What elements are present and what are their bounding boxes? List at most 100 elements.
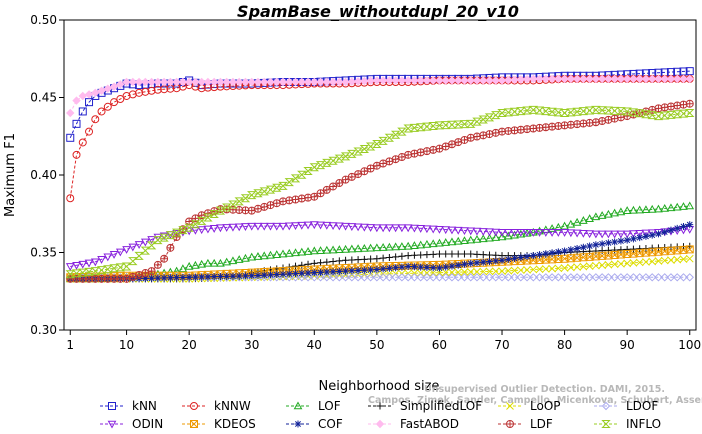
data-point <box>397 273 407 282</box>
legend: kNN kNNW LOF SimplifiedLOF LoOP LDOF ODIN KDEOS… <box>100 399 661 431</box>
data-point <box>661 228 669 236</box>
series-knnw <box>66 74 694 203</box>
data-point <box>573 244 581 252</box>
data-point <box>641 110 651 119</box>
legend-label: LDOF <box>626 399 658 413</box>
data-point <box>372 76 382 85</box>
data-point <box>673 224 681 232</box>
data-point <box>467 250 475 258</box>
data-point <box>160 274 168 282</box>
data-point <box>410 224 419 233</box>
data-point <box>153 85 162 94</box>
data-point <box>597 230 607 239</box>
data-point <box>385 253 393 261</box>
data-point <box>84 259 94 268</box>
data-point <box>535 273 544 282</box>
data-point <box>654 273 663 282</box>
legend-label: ODIN <box>132 417 163 431</box>
data-point <box>310 77 319 87</box>
data-point <box>442 250 450 258</box>
data-point <box>153 233 163 242</box>
data-point <box>548 249 556 257</box>
data-point <box>360 255 368 263</box>
data-point <box>554 248 562 256</box>
data-point <box>585 214 594 223</box>
data-point <box>397 224 407 233</box>
data-point <box>497 273 507 282</box>
data-point <box>541 273 551 282</box>
data-point <box>460 236 469 245</box>
data-point <box>353 223 363 232</box>
data-point <box>285 270 293 278</box>
data-point <box>285 77 294 87</box>
data-point <box>554 74 563 84</box>
data-point <box>641 273 651 282</box>
data-point <box>685 273 694 282</box>
data-point <box>467 259 475 267</box>
data-point <box>353 273 363 282</box>
data-point <box>222 257 232 266</box>
data-point <box>372 243 382 252</box>
data-point <box>484 113 495 122</box>
data-point <box>347 223 357 231</box>
data-point <box>666 74 676 84</box>
data-point <box>585 262 594 270</box>
watermark-line-2: Campos, Zimek, Sander, Campello, Micenko… <box>368 395 702 406</box>
data-point <box>410 251 418 259</box>
data-point <box>442 263 450 271</box>
data-point <box>403 241 413 250</box>
data-point <box>135 88 144 97</box>
data-point <box>516 266 525 275</box>
data-point <box>609 106 620 115</box>
data-point <box>335 179 344 188</box>
data-point <box>622 230 632 239</box>
data-point <box>66 108 75 118</box>
data-point <box>666 110 676 119</box>
series-ldf <box>66 99 694 283</box>
data-point <box>165 231 176 240</box>
data-point <box>235 272 243 280</box>
data-point <box>78 138 87 147</box>
data-point <box>485 228 494 237</box>
data-point <box>491 273 500 282</box>
data-point <box>354 256 362 264</box>
data-point <box>310 192 319 201</box>
data-point <box>435 238 444 247</box>
data-point <box>635 229 645 238</box>
data-point <box>322 221 332 230</box>
data-point <box>109 251 119 259</box>
legend-label: COF <box>318 417 343 431</box>
chart-title: SpamBase_withoutdupl_20_v10 <box>237 2 519 21</box>
data-point <box>228 200 238 209</box>
data-point <box>629 230 638 239</box>
data-point <box>304 269 312 277</box>
data-point <box>416 76 425 85</box>
legend-label: LOF <box>318 399 341 413</box>
data-point <box>216 77 225 87</box>
x-tick-label: 10 <box>119 338 134 352</box>
data-point <box>504 273 513 282</box>
data-point <box>253 77 263 87</box>
data-point <box>604 260 613 269</box>
data-point <box>566 263 575 272</box>
data-point <box>610 273 619 282</box>
data-point <box>342 256 350 264</box>
legend-label: LDF <box>530 417 553 431</box>
data-point <box>209 225 219 233</box>
data-point <box>585 230 594 239</box>
data-point <box>341 273 350 282</box>
data-point <box>629 74 638 84</box>
data-point <box>523 253 531 261</box>
data-point <box>209 210 219 219</box>
data-point <box>385 242 394 251</box>
data-point <box>459 120 470 129</box>
data-point <box>434 121 445 130</box>
data-point <box>660 273 669 282</box>
data-point <box>90 267 100 276</box>
data-point <box>586 242 594 250</box>
data-point <box>278 222 288 231</box>
data-point <box>403 224 413 233</box>
data-point <box>266 250 275 259</box>
data-point <box>191 77 200 87</box>
data-point <box>597 211 607 219</box>
